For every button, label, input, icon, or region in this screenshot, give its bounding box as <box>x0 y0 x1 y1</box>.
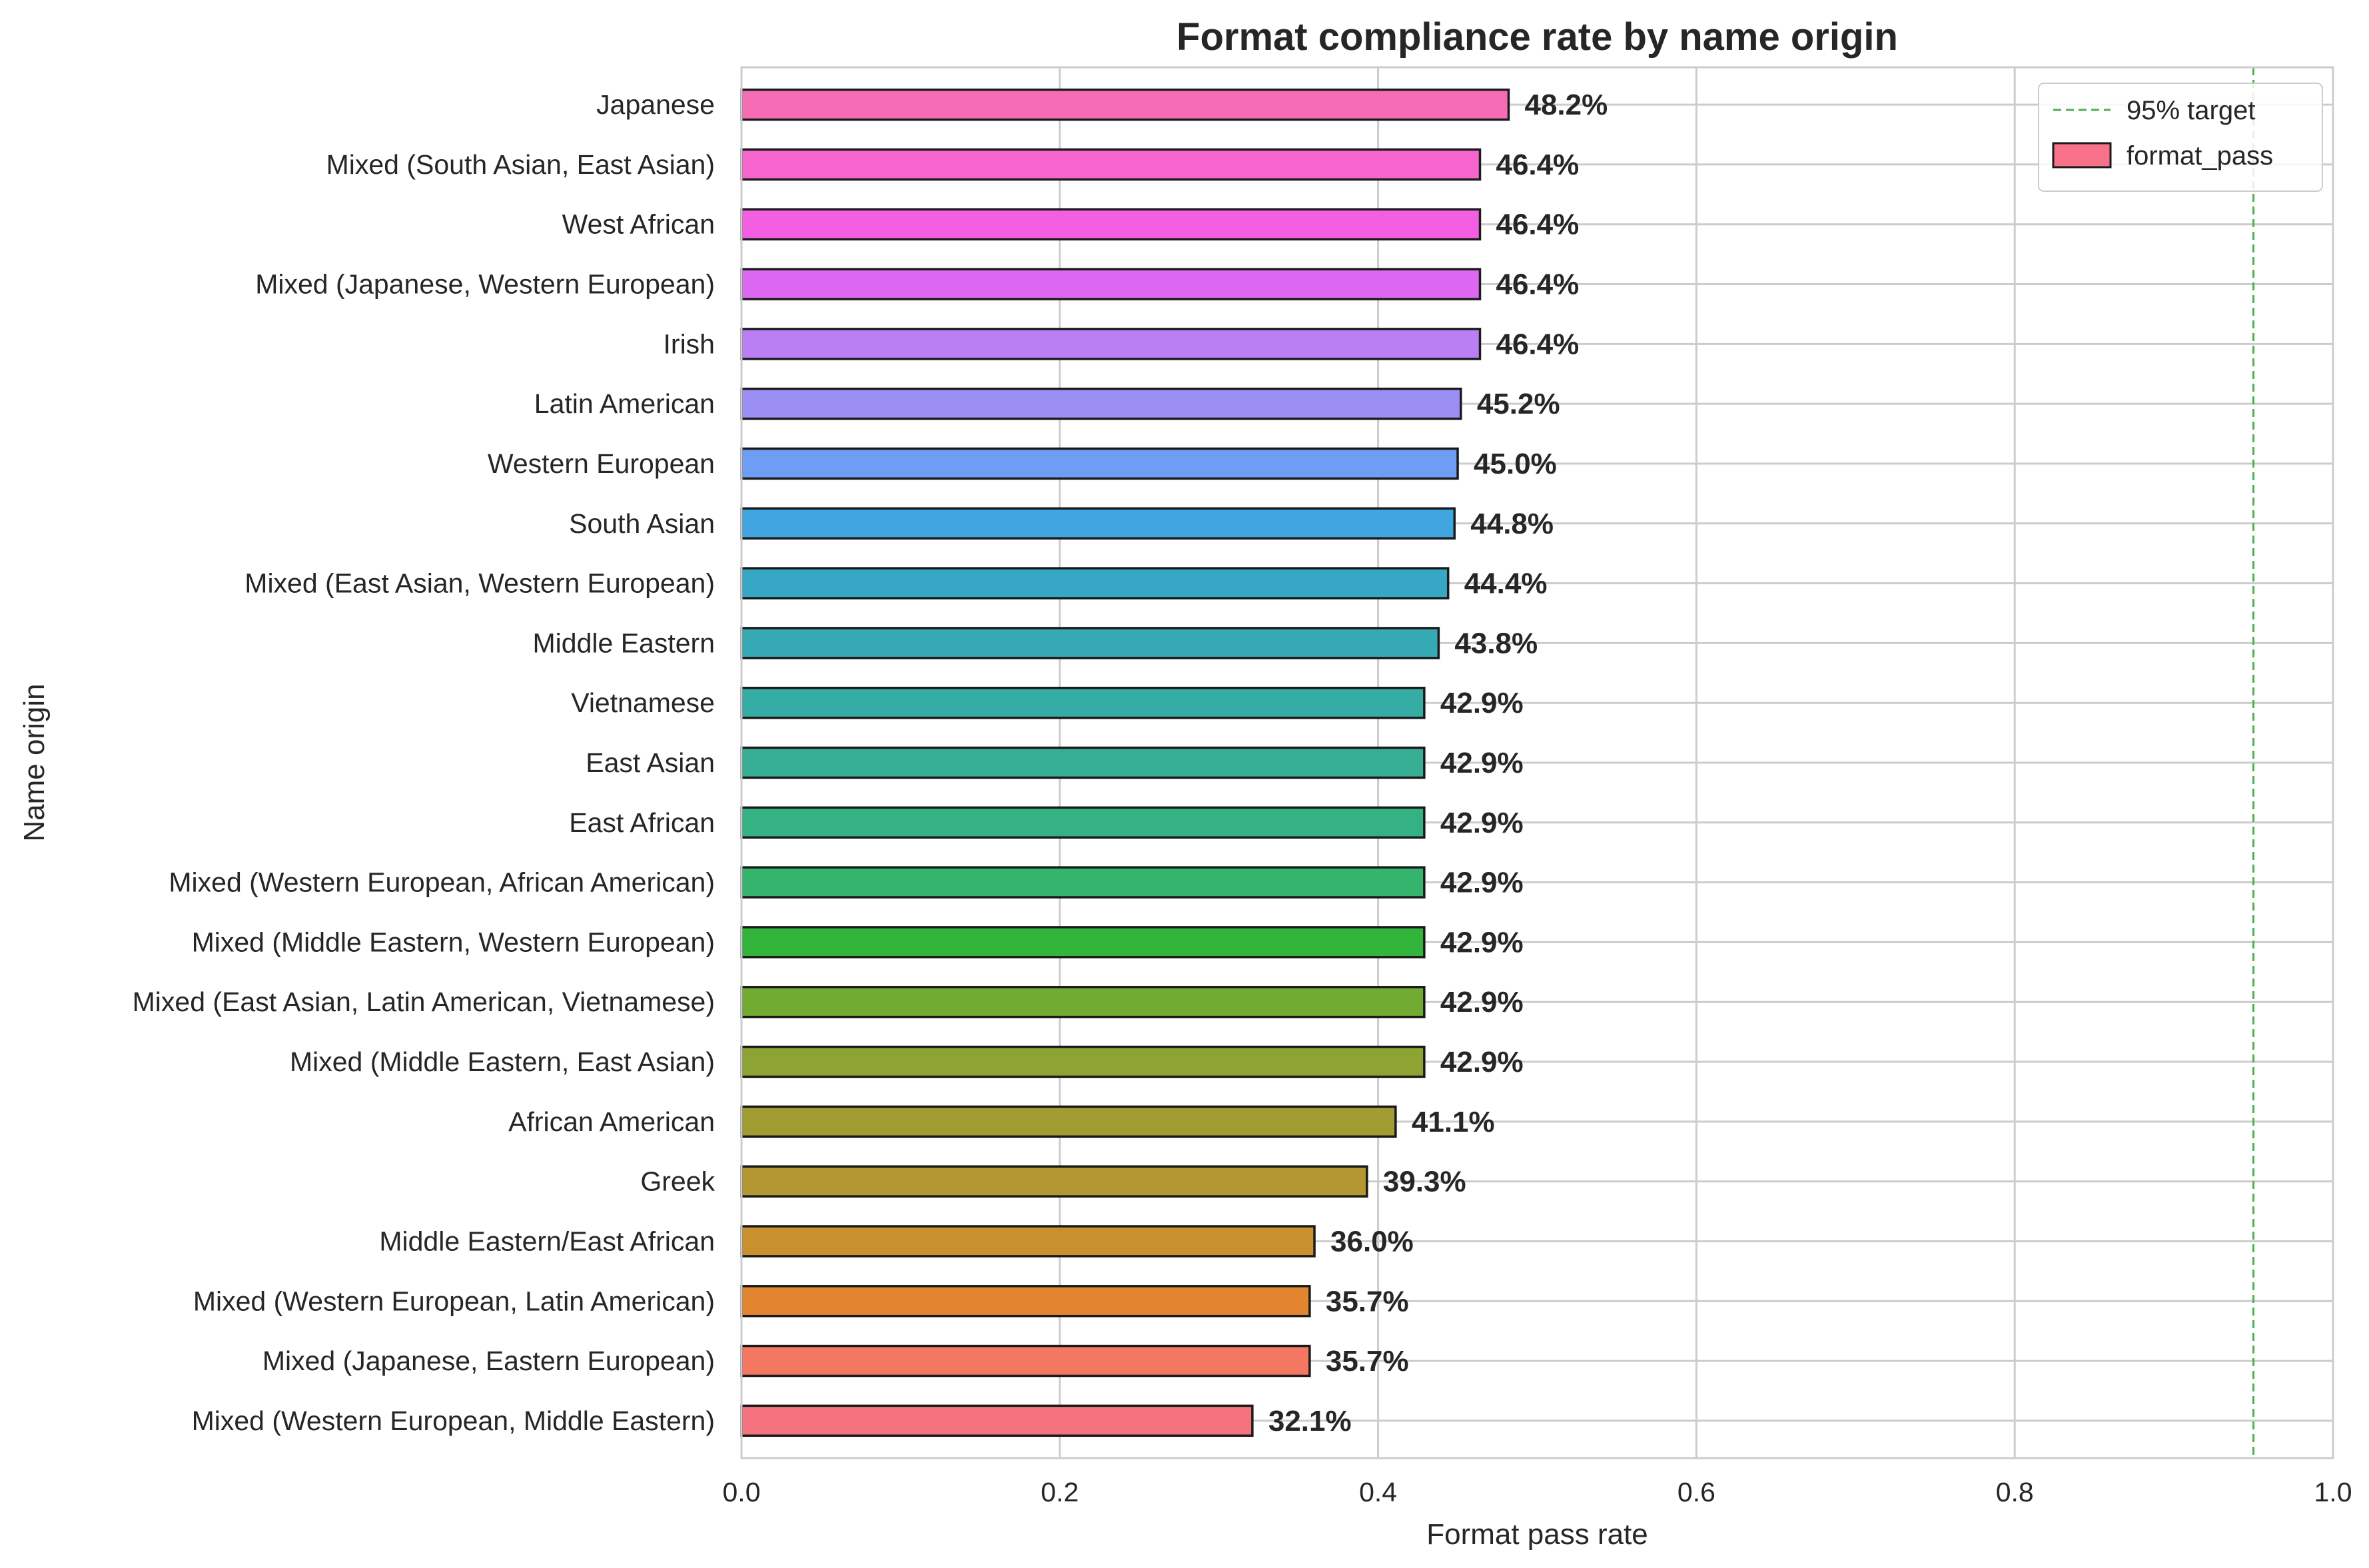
bar <box>740 148 1482 181</box>
y-tick-label: Mixed (East Asian, Western European) <box>244 568 715 599</box>
x-axis-label: Format pass rate <box>1426 1518 1648 1551</box>
bar <box>740 1344 1311 1377</box>
y-tick-label: Mixed (Western European, African America… <box>169 867 715 898</box>
y-tick-label: Mixed (South Asian, East Asian) <box>326 149 715 180</box>
bar-value-label: 42.9% <box>1440 926 1524 959</box>
bar <box>740 567 1450 599</box>
bar <box>740 1225 1316 1258</box>
x-tick-labels: 0.0 0.2 0.4 0.6 0.8 1.0 <box>723 1477 2352 1507</box>
bar-value-label: 43.8% <box>1454 627 1538 659</box>
bar <box>740 208 1482 240</box>
bar <box>740 1105 1397 1138</box>
bar <box>740 627 1440 659</box>
bar <box>740 686 1426 719</box>
y-axis-label: Name origin <box>18 683 51 841</box>
bar <box>740 1285 1311 1318</box>
x-tick-label: 0.8 <box>1996 1477 2034 1507</box>
bar <box>740 806 1426 839</box>
chart-title: Format compliance rate by name origin <box>1177 15 1898 59</box>
bar <box>740 1045 1426 1078</box>
x-tick-label: 0.0 <box>723 1477 761 1507</box>
y-tick-label: Middle Eastern <box>533 627 715 658</box>
bar-value-label: 46.4% <box>1496 328 1579 360</box>
bar-value-label: 44.8% <box>1470 508 1554 540</box>
y-tick-label: Mixed (Japanese, Western European) <box>255 269 715 300</box>
bar-value-label: 42.9% <box>1440 986 1524 1018</box>
legend: 95% target format_pass <box>2038 83 2323 192</box>
y-tick-label: South Asian <box>569 508 715 539</box>
y-tick-label: African American <box>508 1106 715 1137</box>
y-tick-label: Western European <box>488 448 715 479</box>
bar <box>740 507 1456 540</box>
bar <box>740 926 1426 959</box>
y-tick-label: West African <box>562 209 715 240</box>
bar-value-label: 42.9% <box>1440 867 1524 899</box>
y-tick-label: Mixed (Middle Eastern, East Asian) <box>290 1046 715 1077</box>
y-tick-label: Mixed (East Asian, Latin American, Vietn… <box>133 986 715 1017</box>
legend-reference-label: 95% target <box>2127 96 2255 125</box>
bar <box>740 746 1426 779</box>
bar-value-label: 36.0% <box>1330 1225 1414 1258</box>
y-tick-label: Vietnamese <box>571 687 715 718</box>
bar-value-label: 45.0% <box>1474 448 1557 480</box>
y-tick-label: Irish <box>664 328 715 359</box>
y-tick-label: East Asian <box>586 747 715 778</box>
x-tick-label: 0.6 <box>1677 1477 1715 1507</box>
y-tick-label: Japanese <box>596 89 715 120</box>
bar <box>740 268 1482 300</box>
bar <box>740 986 1426 1018</box>
bar-value-label: 45.2% <box>1477 388 1560 420</box>
bar-value-label: 39.3% <box>1383 1166 1466 1198</box>
bar-value-label: 35.7% <box>1326 1285 1409 1318</box>
bar-value-label: 41.1% <box>1412 1106 1495 1138</box>
x-tick-label: 0.2 <box>1041 1477 1079 1507</box>
bar <box>740 328 1482 360</box>
bar-value-label: 42.9% <box>1440 747 1524 779</box>
bar-value-label: 42.9% <box>1440 687 1524 719</box>
bar <box>740 447 1459 480</box>
plot-frame <box>740 66 2334 1459</box>
x-tick-label: 0.4 <box>1359 1477 1397 1507</box>
bar-value-label: 46.4% <box>1496 268 1579 301</box>
bar <box>740 866 1426 899</box>
y-tick-label: Latin American <box>534 388 715 419</box>
bar-value-label: 35.7% <box>1326 1345 1409 1377</box>
bar <box>740 387 1462 420</box>
legend-series-label: format_pass <box>2127 141 2273 171</box>
bar-value-label: 48.2% <box>1524 89 1608 121</box>
legend-bar-swatch <box>2052 142 2112 169</box>
bar-value-label: 32.1% <box>1268 1405 1352 1437</box>
bar-value-label: 42.9% <box>1440 807 1524 839</box>
bar <box>740 1404 1254 1437</box>
y-tick-label: Greek <box>640 1166 715 1197</box>
y-tick-label: Mixed (Western European, Middle Eastern) <box>192 1405 715 1436</box>
bar-value-label: 42.9% <box>1440 1046 1524 1078</box>
y-tick-label: Mixed (Western European, Latin American) <box>193 1286 715 1316</box>
y-tick-labels: Japanese Mixed (South Asian, East Asian) W… <box>133 89 715 1436</box>
x-tick-label: 1.0 <box>2314 1477 2352 1507</box>
y-tick-label: Mixed (Japanese, Eastern European) <box>262 1346 715 1376</box>
bar <box>740 88 1510 121</box>
bar-value-label: 46.4% <box>1496 208 1579 241</box>
bar-value-label: 44.4% <box>1464 568 1548 600</box>
y-tick-label: Mixed (Middle Eastern, Western European) <box>192 927 715 957</box>
bar-value-label: 46.4% <box>1496 149 1579 181</box>
y-tick-label: East African <box>569 807 715 838</box>
bar <box>740 1165 1368 1198</box>
y-tick-label: Middle Eastern/East African <box>379 1226 715 1256</box>
